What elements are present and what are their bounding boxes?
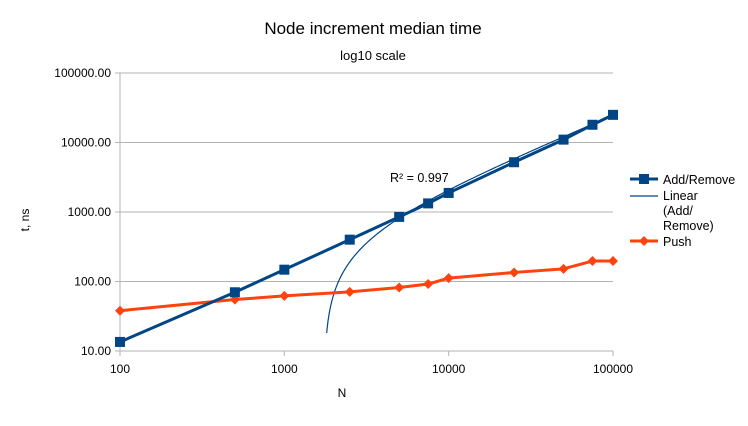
data-point-add-remove [423, 198, 434, 209]
series-line-push [119, 259, 613, 313]
data-point-add-remove [587, 119, 598, 130]
data-point-push [509, 267, 520, 278]
data-point-push [608, 256, 618, 267]
y-tick-label: 100.00 [74, 275, 111, 289]
trendline-add-remove [326, 114, 614, 333]
data-point-add-remove [443, 187, 454, 198]
data-point-push [394, 282, 405, 293]
x-tick-label: 1000 [271, 362, 298, 376]
legend-label-push: Push [663, 235, 692, 249]
x-axis-label: N [338, 386, 347, 400]
axes: 10.00 100.00 1000.00 10000.00 100000.00 100 10… [54, 66, 633, 376]
y-tick-label: 10.00 [81, 344, 111, 358]
legend-label-trendline: Linear [663, 189, 698, 203]
data-point-add-remove [115, 336, 125, 347]
legend-marker-push [639, 236, 649, 246]
data-point-push [115, 305, 125, 316]
data-point-push [587, 256, 598, 267]
y-tick-label: 1000.00 [68, 205, 112, 219]
data-point-push [423, 279, 434, 290]
legend: Add/Remove Linear(Add/Remove) Push [630, 173, 735, 249]
data-point-add-remove [344, 234, 355, 245]
grid [115, 72, 613, 352]
x-tick-label: 100 [110, 362, 130, 376]
r-squared-label: R² = 0.997 [390, 171, 449, 185]
legend-label-trendline: (Add/ [663, 204, 693, 218]
chart-title: Node increment median time [264, 19, 481, 38]
data-point-add-remove [394, 211, 405, 222]
legend-label-trendline: Remove) [663, 219, 714, 233]
data-point-add-remove [558, 134, 569, 145]
data-point-add-remove [509, 157, 520, 168]
chart-subtitle: log10 scale [340, 48, 406, 63]
data-point-add-remove [229, 287, 240, 298]
plot-area [115, 109, 618, 347]
data-point-push [279, 290, 290, 301]
data-point-push [443, 273, 454, 284]
legend-marker-add-remove [639, 174, 649, 184]
data-point-add-remove [279, 264, 290, 275]
series-line-add-remove [119, 113, 614, 344]
data-point-add-remove [608, 109, 618, 120]
y-axis-label: t, ns [18, 209, 32, 232]
x-tick-label: 100000 [593, 362, 633, 376]
x-tick-label: 10000 [432, 362, 466, 376]
data-point-push [344, 286, 355, 297]
y-tick-label: 100000.00 [54, 66, 111, 80]
y-tick-label: 10000.00 [61, 136, 111, 150]
data-point-push [558, 263, 569, 274]
legend-label-add-remove: Add/Remove [663, 173, 735, 187]
